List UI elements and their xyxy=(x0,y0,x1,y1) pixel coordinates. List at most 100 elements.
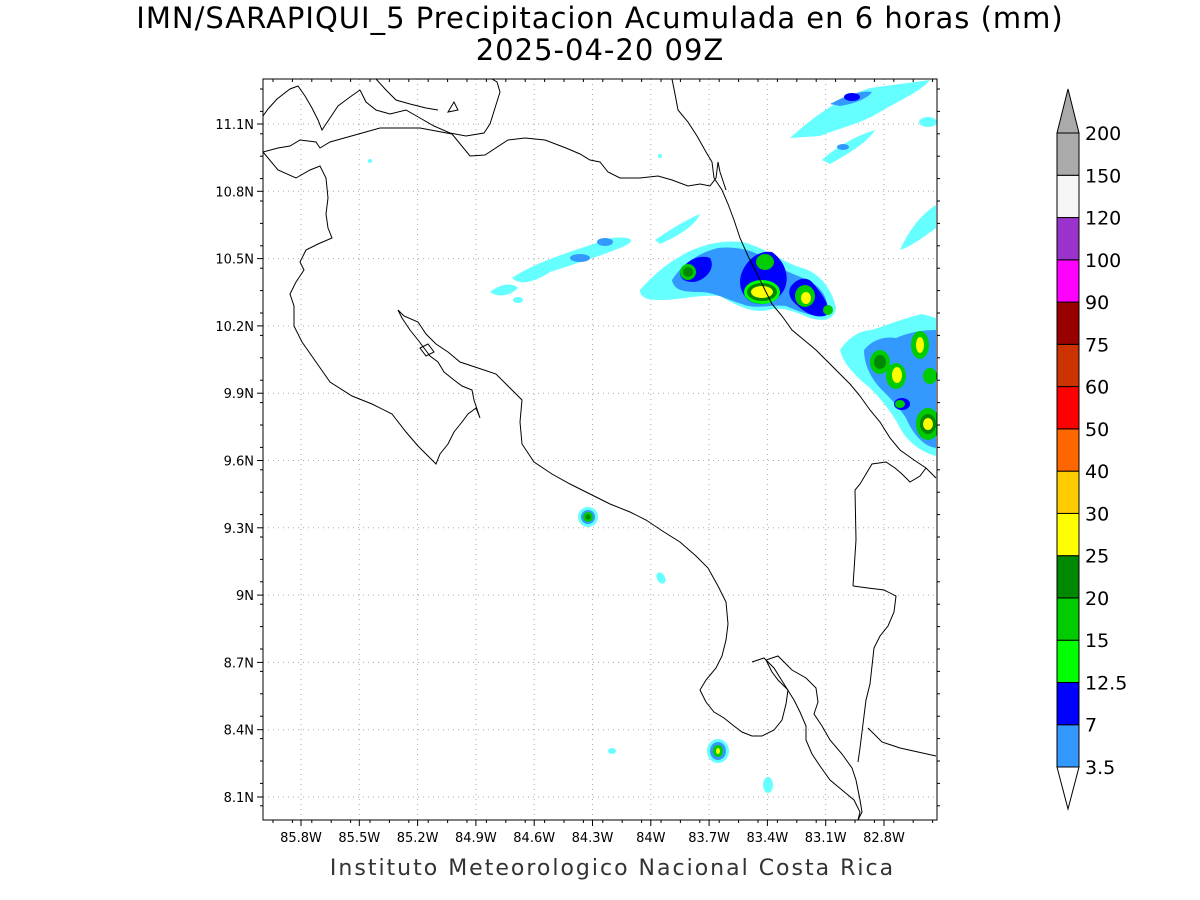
colorbar-label: 90 xyxy=(1085,292,1109,314)
colorbar-label: 200 xyxy=(1085,123,1121,145)
lake-shore xyxy=(375,79,439,111)
colorbar-segment xyxy=(1056,217,1080,261)
map-area xyxy=(263,79,937,820)
lat-tick-label: 9N xyxy=(236,589,254,604)
colorbar-label: 25 xyxy=(1085,546,1109,568)
lon-tick-label: 83.7W xyxy=(688,831,730,846)
coastline xyxy=(711,161,937,479)
colorbar-label: 50 xyxy=(1085,419,1109,441)
border xyxy=(263,127,727,191)
colorbar-segment xyxy=(1056,259,1080,303)
colorbar-label: 60 xyxy=(1085,377,1109,399)
lon-tick-label: 85.2W xyxy=(397,831,439,846)
precip-cell xyxy=(823,305,833,315)
precip-cell xyxy=(923,368,937,384)
precip-cell xyxy=(608,748,616,754)
island xyxy=(446,100,459,113)
precip-cell xyxy=(655,214,700,244)
lon-tick-label: 84W xyxy=(636,831,666,846)
colorbar-segment xyxy=(1056,639,1080,683)
lon-tick-label: 83.4W xyxy=(746,831,788,846)
lat-tick-label: 9.9N xyxy=(224,387,254,402)
precip-cell xyxy=(683,267,693,277)
lon-tick-label: 85.8W xyxy=(280,831,322,846)
precip-cell xyxy=(874,355,886,369)
precip-cell xyxy=(892,367,902,383)
colorbar-label: 20 xyxy=(1085,588,1109,610)
island xyxy=(419,343,435,357)
precip-cell xyxy=(919,117,937,127)
precip-cell xyxy=(597,238,613,246)
colorbar-label: 15 xyxy=(1085,630,1109,652)
lat-tick-label: 11.1N xyxy=(215,118,254,133)
map-axes: 85.8W 85.5W 85.2W 84.9W 84.6W 84.3W 84W 83.7W 83… xyxy=(215,79,940,846)
colorbar-label: 120 xyxy=(1085,208,1121,230)
colorbar-segment xyxy=(1056,132,1080,176)
lat-tick-label: 10.2N xyxy=(215,320,254,335)
precip-cell xyxy=(837,144,849,150)
precip-cell xyxy=(763,777,773,793)
lat-tick-label: 10.5N xyxy=(215,253,254,268)
precip-cell xyxy=(756,254,774,270)
border xyxy=(852,585,897,763)
map-title: IMN/SARAPIQUI_5 Precipitacion Acumulada … xyxy=(136,1,1064,35)
colorbar-label: 40 xyxy=(1085,461,1109,483)
colorbar-segment xyxy=(1056,343,1080,388)
colorbar: 3.5 7 12.5 15 20 25 30 40 50 60 75 90 100 120 150 200 xyxy=(1056,88,1127,811)
border xyxy=(852,461,927,587)
lat-tick-label: 9.6N xyxy=(224,455,254,470)
colorbar-label: 30 xyxy=(1085,503,1109,525)
colorbar-segment xyxy=(1056,724,1080,768)
precip-cell xyxy=(490,284,518,296)
precip-cell xyxy=(585,514,591,520)
precip-cell xyxy=(923,418,933,430)
colorbar-segment xyxy=(1056,386,1080,430)
map-frame xyxy=(262,78,938,821)
colorbar-label: 12.5 xyxy=(1085,672,1127,694)
coastline xyxy=(867,727,937,757)
colorbar-min-arrow xyxy=(1056,766,1080,811)
colorbar-label: 3.5 xyxy=(1085,757,1115,779)
lat-tick-label: 8.1N xyxy=(224,791,254,806)
colorbar-segment xyxy=(1056,428,1080,472)
coastlines-and-borders xyxy=(263,79,937,820)
precip-cell xyxy=(916,337,924,353)
precip-cell xyxy=(751,286,773,298)
precip-cell xyxy=(513,297,523,303)
coastline xyxy=(263,151,863,820)
colorbar-segment xyxy=(1056,681,1080,726)
lat-tick-label: 9.3N xyxy=(224,522,254,537)
precip-cell xyxy=(656,572,666,584)
precip-cell xyxy=(790,80,930,138)
lat-tick-label: 8.4N xyxy=(224,724,254,739)
colorbar-segment xyxy=(1056,301,1080,345)
lon-tick-label: 84.9W xyxy=(455,831,497,846)
precip-cell xyxy=(368,159,372,163)
precip-cell xyxy=(716,748,720,754)
lon-tick-label: 83.1W xyxy=(805,831,847,846)
precipitation-cells xyxy=(368,80,937,793)
lat-tick-label: 10.8N xyxy=(215,185,254,200)
precip-cell xyxy=(801,292,811,304)
map-grid xyxy=(263,79,937,820)
coastline xyxy=(671,79,713,163)
coastline xyxy=(751,657,861,820)
colorbar-segment xyxy=(1056,597,1080,641)
colorbar-label: 7 xyxy=(1085,715,1097,737)
footer-credit: Instituto Meteorologico Nacional Costa R… xyxy=(329,856,896,881)
colorbar-label: 75 xyxy=(1085,334,1109,356)
map-datetime: 2025-04-20 09Z xyxy=(475,33,725,67)
precip-cell xyxy=(844,93,860,101)
precip-cell xyxy=(900,205,936,250)
colorbar-label: 150 xyxy=(1085,165,1121,187)
colorbar-segment xyxy=(1056,555,1080,599)
lon-tick-label: 82.8W xyxy=(863,831,905,846)
precip-cell xyxy=(570,254,590,262)
colorbar-label: 100 xyxy=(1085,250,1121,272)
lon-tick-label: 84.3W xyxy=(572,831,614,846)
coastline xyxy=(263,85,361,132)
precip-cell xyxy=(895,400,905,408)
colorbar-segment xyxy=(1056,512,1080,557)
lon-tick-label: 84.6W xyxy=(513,831,555,846)
